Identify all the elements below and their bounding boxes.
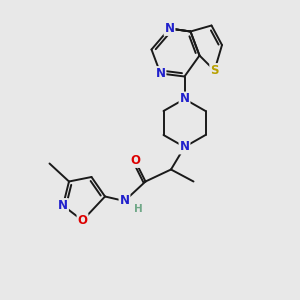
Text: N: N [164,22,175,35]
Text: O: O [77,214,88,227]
Text: N: N [155,67,166,80]
Text: N: N [119,194,130,208]
Text: O: O [130,154,140,167]
Text: S: S [210,64,219,77]
Text: N: N [179,92,190,106]
Text: H: H [134,203,142,214]
Text: N: N [179,140,190,154]
Text: N: N [58,199,68,212]
